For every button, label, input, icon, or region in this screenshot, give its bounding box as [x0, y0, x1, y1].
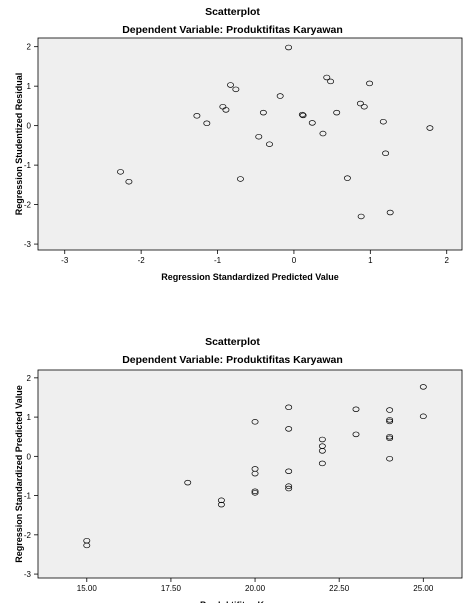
data-point: [419, 413, 427, 420]
y-tick-label: -3: [24, 240, 32, 249]
y-tick-label: -2: [24, 201, 32, 210]
data-point: [232, 86, 240, 93]
data-point: [366, 80, 374, 87]
data-point: [386, 435, 394, 442]
data-point: [251, 419, 259, 425]
data-point: [222, 107, 230, 113]
data-point: [251, 490, 259, 496]
data-point: [356, 100, 364, 107]
data-point: [227, 82, 234, 88]
x-axis-label: Regression Standardized Predicted Value: [161, 272, 339, 282]
chart-subtitle: Dependent Variable: Produktifitas Karyaw…: [122, 354, 343, 366]
scatterplot-predicted: Scatterplot Dependent Variable: Produkti…: [0, 330, 465, 603]
y-tick-label: 2: [27, 43, 32, 52]
data-point: [285, 44, 293, 51]
data-point: [184, 479, 192, 486]
y-tick-label: 1: [27, 82, 32, 91]
data-point: [318, 436, 326, 443]
data-point: [259, 109, 267, 116]
x-tick-label: -1: [214, 256, 222, 265]
data-point: [251, 488, 259, 495]
data-point: [237, 176, 244, 182]
y-tick-label: 2: [27, 374, 32, 383]
data-point: [357, 213, 365, 220]
x-tick-label: 25.00: [413, 584, 434, 593]
x-tick-label: 2: [444, 256, 449, 265]
y-axis-label: Regression Standardized Predicted Value: [14, 385, 24, 563]
x-tick-label: 15.00: [77, 584, 98, 593]
data-point: [308, 120, 316, 126]
data-point: [251, 470, 259, 477]
data-point: [266, 141, 273, 147]
data-point: [386, 407, 394, 413]
data-point: [333, 109, 341, 116]
data-point: [285, 483, 293, 489]
data-point: [125, 178, 133, 185]
data-point: [83, 542, 91, 549]
data-point: [203, 120, 211, 127]
y-tick-label: -2: [24, 531, 32, 540]
chart-svg: -3 -2 -1 0 1 2 -3 -2 -1 0 1 2 Regression Standardize…: [14, 37, 463, 282]
data-point: [285, 468, 293, 475]
chart-svg: 15.00 17.50 20.00 22.50 25.00 -3 -2 -1 0 1 2 Produk…: [14, 369, 463, 603]
data-point: [276, 93, 284, 99]
scatterplot-residuals: Scatterplot Dependent Variable: Produkti…: [0, 0, 465, 285]
data-point: [217, 501, 225, 508]
data-point: [419, 384, 427, 390]
x-axis-label: Produktifitas Karyawan: [200, 600, 300, 603]
data-point: [386, 417, 394, 423]
data-point: [352, 406, 360, 412]
data-point: [285, 404, 293, 411]
data-point: [299, 112, 307, 119]
chart-title: Scatterplot: [205, 6, 260, 18]
data-point: [117, 169, 124, 175]
data-point: [352, 431, 360, 438]
data-point: [426, 125, 434, 131]
x-tick-label: 1: [368, 256, 373, 265]
data-point: [323, 74, 331, 81]
data-point: [386, 433, 394, 440]
plot-area: [37, 369, 463, 579]
data-point: [386, 455, 394, 462]
data-point: [327, 78, 335, 85]
plot-area: [37, 37, 463, 251]
x-tick-label: -3: [61, 256, 69, 265]
data-point: [343, 175, 351, 181]
chart-title: Scatterplot: [205, 336, 260, 348]
data-point: [382, 150, 390, 157]
data-point: [285, 426, 293, 432]
x-tick-label: 22.50: [329, 584, 350, 593]
data-point: [298, 111, 306, 118]
data-point: [319, 130, 327, 137]
x-tick-label: -2: [138, 256, 146, 265]
x-tick-label: 17.50: [161, 584, 182, 593]
data-point: [217, 497, 225, 504]
x-tick-label: 0: [292, 256, 297, 265]
y-tick-label: -1: [24, 161, 32, 170]
data-point: [386, 418, 394, 425]
y-tick-label: 0: [27, 122, 32, 131]
y-axis-label: Regression Studentized Residual: [14, 73, 24, 216]
y-tick-label: 0: [27, 452, 32, 461]
chart-subtitle: Dependent Variable: Produktifitas Karyaw…: [122, 24, 343, 36]
data-point: [318, 448, 326, 454]
y-tick-label: -3: [24, 570, 32, 579]
x-tick-label: 20.00: [245, 584, 266, 593]
data-point: [255, 133, 263, 140]
data-point: [285, 485, 293, 492]
y-tick-label: 1: [27, 413, 32, 422]
y-tick-label: -1: [24, 492, 32, 501]
data-point: [386, 209, 394, 216]
data-point: [379, 118, 387, 125]
data-point: [360, 103, 368, 110]
data-point: [318, 460, 326, 467]
data-point: [193, 113, 201, 119]
